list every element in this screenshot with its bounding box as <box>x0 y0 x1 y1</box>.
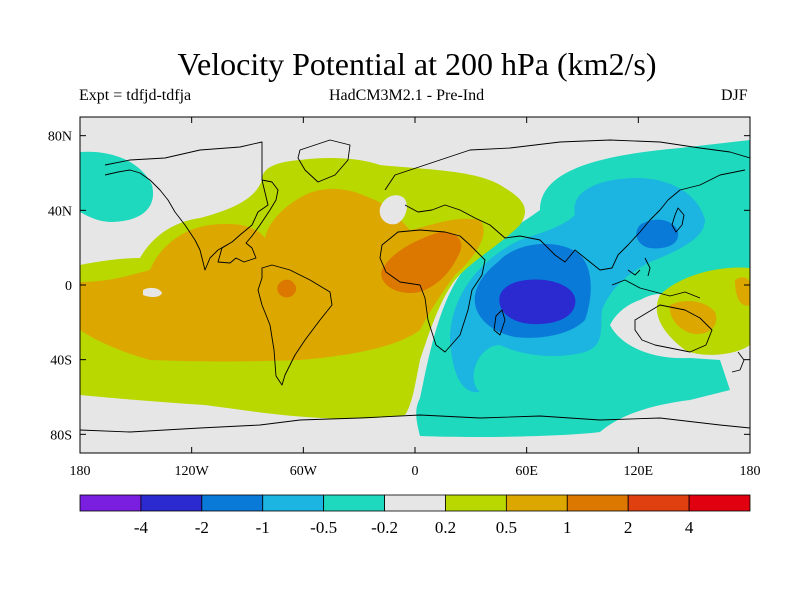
colorbar-swatch <box>566 494 629 512</box>
colorbar-label: 1 <box>563 518 572 537</box>
x-tick-label: 60W <box>290 464 318 479</box>
contour-pos-1-dateline <box>735 277 750 306</box>
coastline-layer <box>80 139 750 433</box>
x-tick-label: 60E <box>515 464 538 479</box>
coastline-eurasia <box>384 139 750 271</box>
y-tick-label: 80S <box>50 428 72 443</box>
coastline-madagascar <box>493 309 506 336</box>
colorbar-swatch <box>262 494 325 512</box>
experiment-label: Expt = tdfjd-tdfja <box>79 87 192 104</box>
contour-neg-2-asia <box>636 219 679 249</box>
colorbar-label: 0.5 <box>496 518 517 537</box>
colorbar: -4 -2 -1 -0.5 -0.2 0.2 0.5 1 2 4 <box>79 494 751 537</box>
coastline-australia <box>634 304 713 353</box>
colorbar-label: 4 <box>685 518 694 537</box>
colorbar-swatch <box>445 494 507 512</box>
contour-neg-0-west <box>80 151 154 222</box>
hole-pacific <box>143 287 162 298</box>
x-tick-label: 180 <box>70 464 91 479</box>
colorbar-label: -4 <box>134 518 149 537</box>
season-label: DJF <box>721 87 748 104</box>
colorbar-swatch <box>201 494 264 512</box>
coastline-south-america <box>257 264 333 386</box>
coastline-antarctica <box>80 414 750 433</box>
x-tick-label: 120W <box>175 464 210 479</box>
colorbar-label: -0.2 <box>371 518 398 537</box>
colorbar-swatch <box>505 494 568 512</box>
coastline-greenland <box>297 139 351 183</box>
y-tick-label: 80N <box>48 130 72 145</box>
y-tick-label: 40N <box>48 204 72 219</box>
y-tick-label: 0 <box>65 279 72 294</box>
colorbar-swatch <box>688 494 751 512</box>
y-tick-label: 40S <box>50 354 72 369</box>
colorbar-swatch <box>384 494 446 512</box>
coastline-north-america <box>104 141 279 271</box>
model-label: HadCM3M2.1 - Pre-Ind <box>329 87 485 104</box>
colorbar-label: -1 <box>256 518 270 537</box>
coastline-new-zealand <box>731 351 745 373</box>
contour-pos-2 <box>381 231 462 294</box>
x-tick-label: 0 <box>412 464 419 479</box>
colorbar-swatch <box>627 494 690 512</box>
colorbar-label: -2 <box>195 518 209 537</box>
field-layer <box>80 117 750 453</box>
x-tick-label: 120E <box>624 464 654 479</box>
coastline-africa <box>379 229 486 353</box>
axis-layer: 180 120W 60W 0 60E 120E 180 80N 40N 0 40S 80S <box>48 117 761 479</box>
contour-pos-1 <box>80 188 484 362</box>
coastline-indonesia <box>611 257 701 299</box>
hole-atlantic <box>379 195 407 225</box>
contour-neg-3 <box>499 279 576 325</box>
colorbar-label: -0.5 <box>310 518 337 537</box>
colorbar-swatch <box>140 494 203 512</box>
coastline-japan <box>671 207 685 233</box>
colorbar-swatch <box>79 494 142 512</box>
contour-pos-2-amazon <box>277 279 297 298</box>
colorbar-swatch <box>323 494 385 512</box>
colorbar-label: 2 <box>624 518 633 537</box>
x-tick-label: 180 <box>740 464 761 479</box>
chart-title: Velocity Potential at 200 hPa (km2/s) <box>177 46 657 82</box>
colorbar-label: 0.2 <box>435 518 456 537</box>
